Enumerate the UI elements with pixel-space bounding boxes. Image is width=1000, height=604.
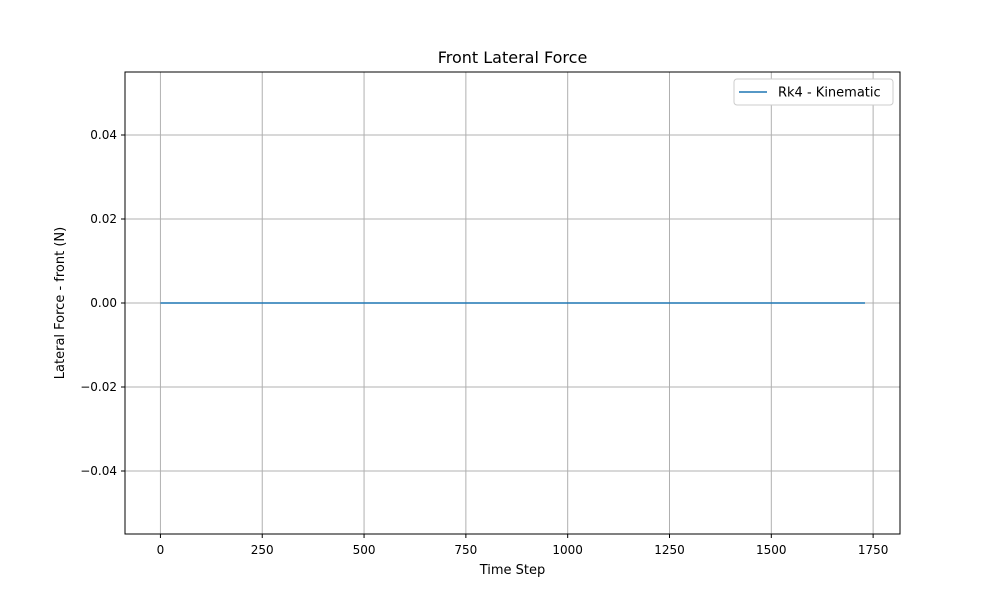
legend-box [733,78,894,106]
y-tick-label: 0.02 [90,212,117,226]
legend-label: Rk4 - Kinematic [778,86,881,101]
chart-title: Front Lateral Force [438,48,588,67]
x-tick-label: 750 [454,543,477,557]
y-tick-label: 0.04 [90,128,117,142]
x-tick-label: 1750 [858,543,889,557]
x-tick-label: 1000 [552,543,583,557]
legend: Rk4 - Kinematic [733,78,894,106]
x-tick-label: 250 [251,543,274,557]
x-axis-label: Time Step [479,563,546,578]
y-axis-label: Lateral Force - front (N) [53,227,68,379]
x-tick-label: 1250 [654,543,685,557]
x-tick-label: 500 [353,543,376,557]
tick-layer: 0 250 500 750 1000 1250 1500 1750 −0.04 −0.02 0.00… [80,128,888,557]
x-tick-label: 1500 [756,543,787,557]
x-tick-label: 0 [157,543,165,557]
y-tick-label: −0.04 [80,464,117,478]
y-tick-label: −0.02 [80,380,117,394]
y-tick-label: 0.00 [90,296,117,310]
